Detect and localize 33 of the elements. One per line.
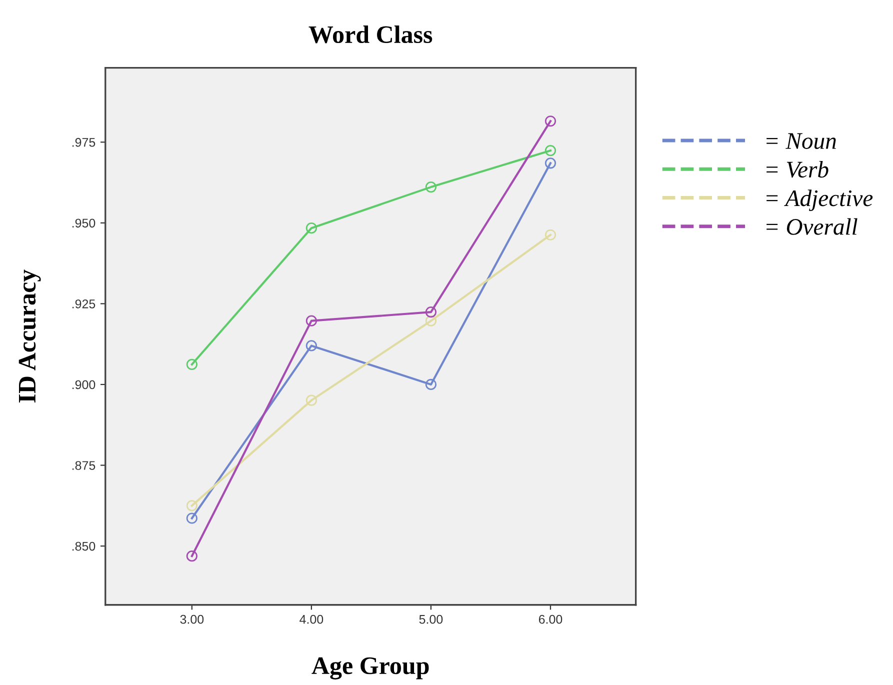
y-tick-label: .900 (72, 380, 96, 390)
x-axis-title: Age Group (312, 657, 429, 680)
x-tick-label: 3.00 (180, 614, 204, 624)
y-tick-label: .850 (72, 542, 96, 551)
x-tick-label: 6.00 (538, 614, 562, 624)
point (544, 144, 556, 156)
y-axis-title: ID Accuracy (18, 270, 41, 402)
legend-label: = Overall (766, 218, 858, 235)
point (544, 158, 556, 169)
y-tick-label: .950 (72, 218, 96, 228)
legend-label: = Adjective (766, 190, 873, 212)
point (425, 306, 437, 318)
point (186, 550, 198, 562)
point (306, 394, 317, 406)
point (306, 340, 317, 352)
point (186, 358, 198, 370)
point (306, 222, 317, 234)
point (544, 229, 556, 240)
point (425, 181, 437, 193)
y-tick-label: .875 (72, 461, 96, 470)
point (425, 378, 437, 390)
point (425, 315, 437, 326)
x-tick-label: 4.00 (300, 614, 324, 624)
point (544, 116, 556, 127)
point (186, 512, 198, 524)
x-tick-label: 5.00 (419, 614, 443, 624)
point (186, 500, 198, 512)
chart-title: Word Class (308, 25, 432, 44)
y-tick-label: .925 (72, 300, 96, 308)
y-tick-label: .975 (72, 138, 96, 147)
legend-label: = Noun (766, 133, 836, 150)
legend-label: = Verb (766, 161, 828, 178)
point (306, 315, 317, 326)
